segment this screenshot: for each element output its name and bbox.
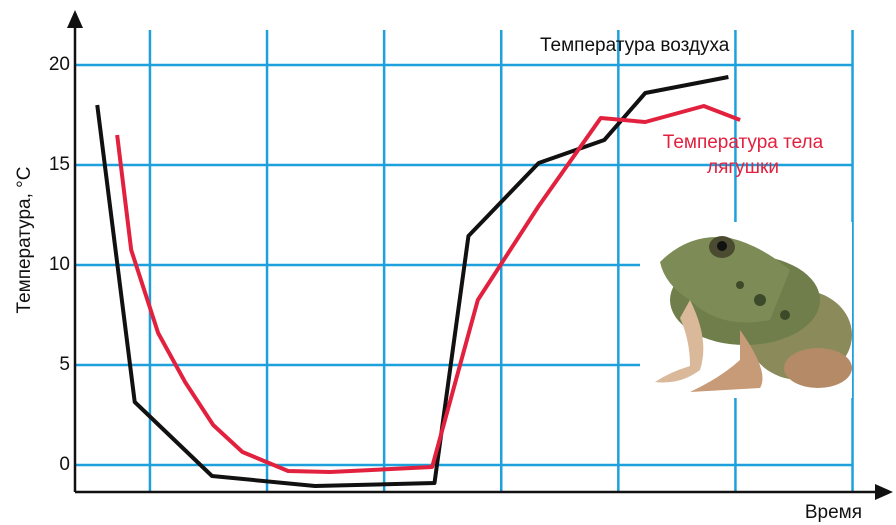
series-line [95,75,729,488]
x-axis-arrow [875,484,893,500]
y-tick-label: 15 [49,154,70,175]
series-line [115,104,741,474]
y-axis-arrow [67,10,83,28]
y-tick-label: 0 [59,454,70,475]
y-tick-label: 10 [49,254,70,275]
x-axis-label: Время [805,502,862,523]
y-tick-label: 20 [49,54,70,75]
series-label: Температура тела лягушки [662,132,824,178]
grid [75,30,854,492]
series-label: Температура воздуха [540,35,730,56]
y-axis-label: Температура, °C [14,167,35,314]
frog-image [640,222,852,398]
y-tick-label: 5 [59,354,70,375]
